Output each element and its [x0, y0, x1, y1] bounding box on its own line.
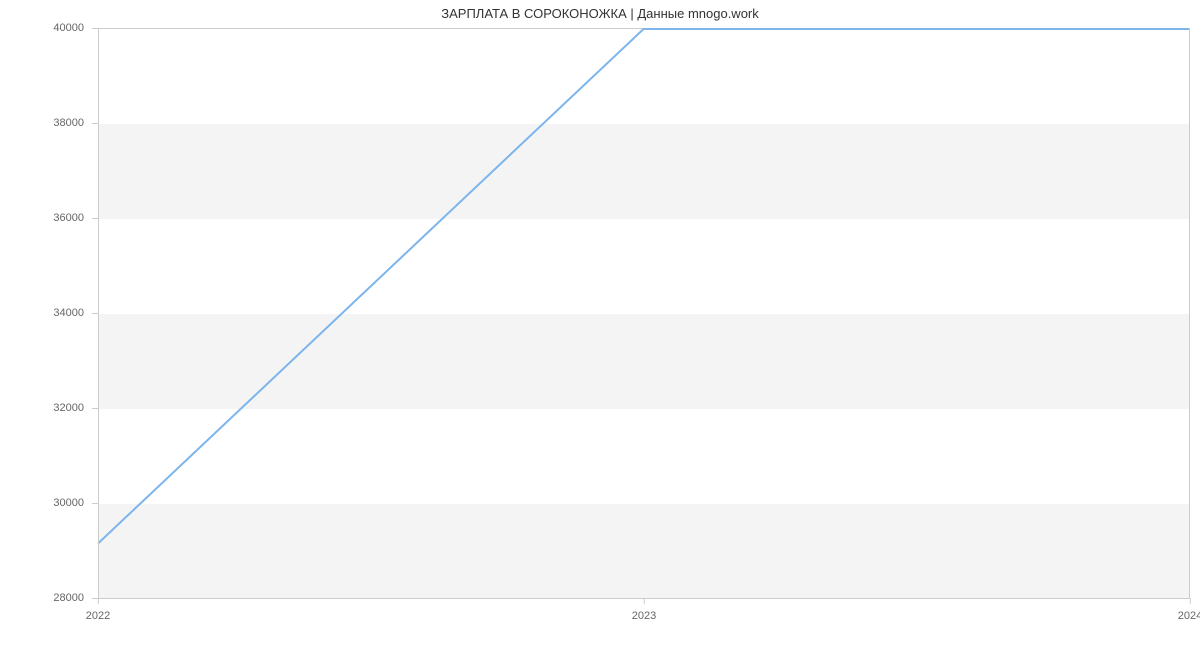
x-axis: 202220232024 [98, 598, 1190, 638]
y-tick-label: 30000 [53, 497, 92, 509]
line-series [98, 29, 1189, 598]
y-tick: 34000 [53, 307, 98, 319]
x-axis-line [98, 598, 1190, 599]
y-axis: 28000300003200034000360003800040000 [0, 28, 98, 598]
y-tick: 40000 [53, 22, 98, 34]
series-line [98, 29, 1189, 543]
x-tick: 2024 [1178, 598, 1200, 622]
y-tick: 32000 [53, 402, 98, 414]
y-tick-label: 40000 [53, 22, 92, 34]
plot-area [98, 28, 1190, 598]
x-tick-label: 2024 [1178, 604, 1200, 622]
x-tick-label: 2023 [632, 604, 656, 622]
y-tick-label: 36000 [53, 212, 92, 224]
y-axis-line [98, 28, 99, 598]
y-tick-label: 32000 [53, 402, 92, 414]
chart-title: ЗАРПЛАТА В СОРОКОНОЖКА | Данные mnogo.wo… [0, 6, 1200, 21]
y-tick-label: 34000 [53, 307, 92, 319]
chart-container: ЗАРПЛАТА В СОРОКОНОЖКА | Данные mnogo.wo… [0, 0, 1200, 650]
x-tick: 2023 [632, 598, 656, 622]
y-tick: 36000 [53, 212, 98, 224]
x-tick: 2022 [86, 598, 110, 622]
y-tick: 38000 [53, 117, 98, 129]
y-tick: 30000 [53, 497, 98, 509]
x-tick-label: 2022 [86, 604, 110, 622]
y-tick-label: 38000 [53, 117, 92, 129]
